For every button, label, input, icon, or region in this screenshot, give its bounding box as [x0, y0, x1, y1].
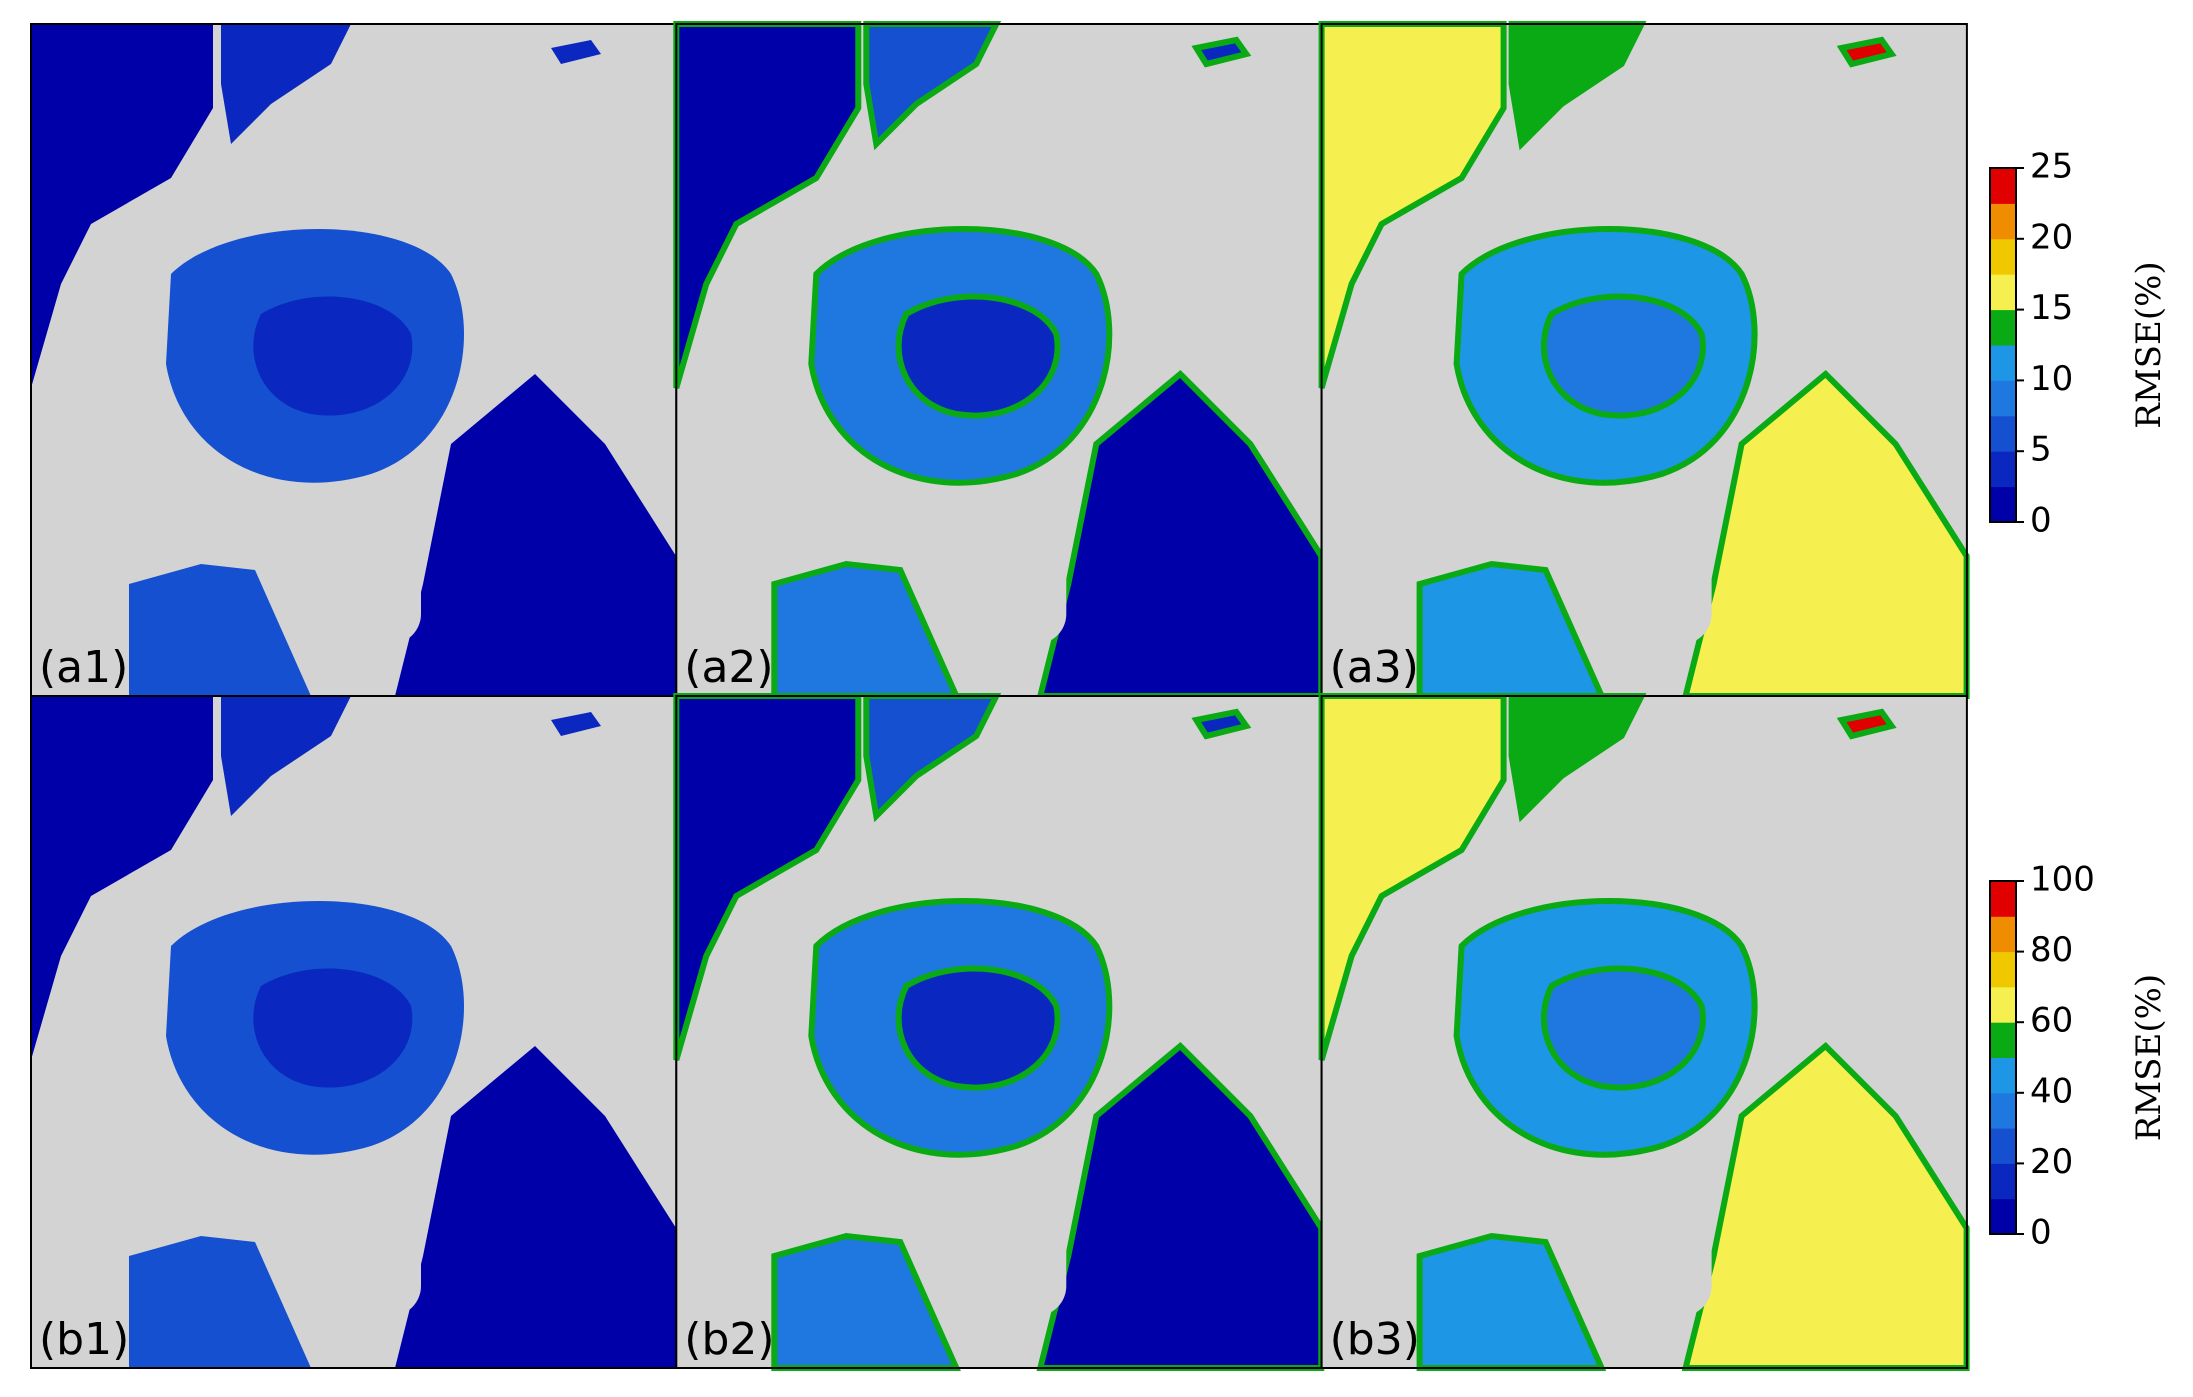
panel-label: (a3) — [1330, 642, 1419, 693]
colorbar-segment — [1990, 203, 2016, 240]
colorbar-segment — [1990, 274, 2016, 311]
map-region — [1541, 293, 1706, 419]
colorbar-segment — [1990, 1163, 2016, 1200]
map-region — [221, 24, 351, 144]
greenland — [1621, 524, 1712, 644]
colorbar-segment — [1990, 916, 2016, 953]
colorbar-segment — [1990, 951, 2016, 988]
map-region — [31, 696, 213, 1060]
colorbar-tick-label: 20 — [2030, 1142, 2073, 1182]
panel-label: (b2) — [684, 1314, 774, 1365]
colorbar-segment — [1990, 451, 2016, 488]
panel-frame — [1320, 695, 1968, 1369]
map-region — [895, 293, 1061, 419]
colorbar-segment — [1990, 881, 2016, 917]
colorbar-segment — [1990, 345, 2016, 381]
map-region — [1416, 1232, 1607, 1371]
map-panel: (a2) — [673, 21, 1325, 699]
map-region — [395, 374, 676, 696]
map-region — [1416, 560, 1607, 699]
colorbar-frame — [1989, 880, 2017, 1235]
panel-label: (a1) — [39, 642, 128, 693]
map-region — [129, 564, 311, 696]
panel-label: (a2) — [684, 642, 773, 693]
colorbar-tick-label: 20 — [2030, 217, 2073, 257]
map-region — [1836, 36, 1897, 68]
greenland — [331, 524, 421, 644]
map-region — [551, 40, 601, 64]
map-panel: (b2) — [673, 693, 1325, 1371]
map-region — [221, 696, 351, 816]
colorbar-segment — [1990, 1128, 2016, 1164]
colorbar-label: RMSE(%) — [2129, 261, 2169, 428]
panels: (a1) (a2) (a3) (b1) (b2) (b3) — [30, 21, 1970, 1371]
map-region — [551, 712, 601, 736]
colorbar-tick-label: 5 — [2030, 430, 2052, 470]
map-region — [771, 560, 961, 699]
map-region — [673, 693, 862, 1061]
map-region — [31, 24, 213, 388]
map-region — [1541, 965, 1706, 1091]
panel-label: (b3) — [1330, 1314, 1420, 1365]
colorbar-tick-label: 15 — [2030, 288, 2073, 328]
colorbar-frame — [1989, 167, 2017, 523]
colorbar-segment — [1990, 986, 2016, 1023]
colorbars: 0 5 10 15 20 25 RMSE(%) 0 20 40 60 80 100 RMSE(%) — [1989, 147, 2169, 1253]
colorbar-tick-label: 60 — [2030, 1001, 2073, 1041]
map-panel: (a1) — [30, 23, 678, 697]
map-region — [129, 1236, 311, 1368]
map-region — [673, 21, 862, 389]
map-region — [1191, 36, 1252, 68]
greenland — [331, 1196, 421, 1316]
colorbar-tick-label: 10 — [2030, 359, 2073, 399]
map-panel: (b1) — [30, 695, 678, 1369]
panel-label: (b1) — [39, 1314, 129, 1365]
colorbar-tick-label: 100 — [2030, 860, 2095, 900]
map-panel: (b3) — [1318, 693, 1970, 1371]
colorbar-tick-label: 0 — [2030, 501, 2052, 541]
colorbar-tick-label: 0 — [2030, 1213, 2052, 1253]
map-region — [1318, 693, 1507, 1061]
map-region — [253, 296, 413, 416]
colorbar-tick-label: 40 — [2030, 1071, 2073, 1111]
colorbar-segment — [1990, 168, 2016, 204]
map-region — [1191, 708, 1252, 740]
colorbar-label: RMSE(%) — [2129, 974, 2169, 1141]
colorbar-segment — [1990, 1022, 2016, 1058]
colorbar-segment — [1990, 415, 2016, 452]
map-region — [395, 1046, 676, 1368]
greenland — [1621, 1196, 1712, 1316]
map-region — [1836, 708, 1897, 740]
colorbar-tick-label: 80 — [2030, 930, 2073, 970]
greenland — [976, 1196, 1067, 1316]
colorbar-tick-label: 25 — [2030, 147, 2073, 187]
map-region — [253, 968, 413, 1088]
colorbar-segment — [1990, 309, 2016, 346]
colorbar-segment — [1990, 1057, 2016, 1094]
colorbar-segment — [1990, 1198, 2016, 1235]
colorbar-segment — [1990, 1092, 2016, 1129]
map-region — [895, 965, 1061, 1091]
colorbar-segment — [1990, 486, 2016, 523]
map-region — [771, 1232, 961, 1371]
colorbar-segment — [1990, 380, 2016, 417]
colorbar-segment — [1990, 238, 2016, 275]
map-region — [1318, 21, 1507, 389]
greenland — [976, 524, 1067, 644]
map-panel: (a3) — [1318, 21, 1970, 699]
